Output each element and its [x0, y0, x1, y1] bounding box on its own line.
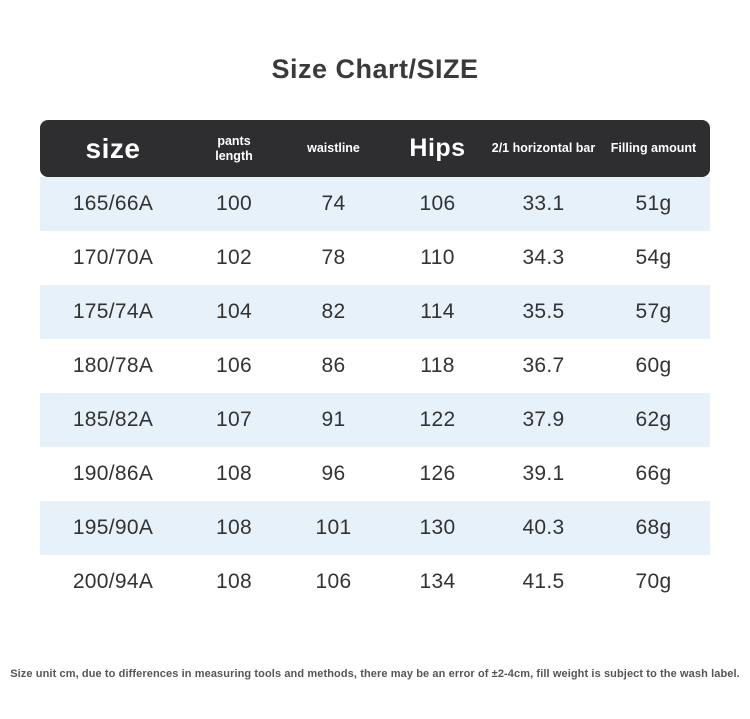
hips-cell: 118: [420, 354, 455, 377]
column-header-pants-length-label: pants length: [215, 133, 253, 163]
hips-cell: 106: [419, 192, 456, 215]
horizontal-bar-cell: 41.5: [522, 570, 565, 593]
hips-cell: 114: [420, 300, 455, 323]
column-header-pants-length: pants length: [186, 134, 282, 164]
table-row: 165/66A 100 74 106 33.1 51g: [40, 177, 710, 231]
column-header-waistline: waistline: [307, 141, 360, 155]
pants-length-cell: 106: [216, 354, 252, 377]
filling-amount-cell: 62g: [635, 408, 672, 431]
pants-length-cell: 107: [216, 408, 252, 431]
filling-amount-cell: 51g: [635, 192, 672, 215]
filling-amount-cell: 57g: [635, 300, 672, 323]
size-cell: 195/90A: [72, 516, 154, 539]
size-cell: 175/74A: [72, 300, 154, 323]
waistline-cell: 78: [321, 246, 346, 269]
size-cell: 170/70A: [72, 246, 154, 269]
table-row: 180/78A 106 86 118 36.7 60g: [40, 339, 710, 393]
table-row: 185/82A 107 91 122 37.9 62g: [40, 393, 710, 447]
waistline-cell: 101: [315, 516, 352, 539]
table-row: 195/90A 108 101 130 40.3 68g: [40, 501, 710, 555]
pants-length-cell: 102: [216, 246, 252, 269]
horizontal-bar-cell: 34.3: [522, 246, 565, 269]
filling-amount-cell: 68g: [635, 516, 672, 539]
page-title: Size Chart/SIZE: [271, 54, 479, 84]
horizontal-bar-cell: 39.1: [522, 462, 565, 485]
table-header-row: size pants length waistline Hips 2/1 hor…: [40, 120, 710, 177]
hips-cell: 126: [419, 462, 456, 485]
hips-cell: 110: [420, 246, 455, 269]
pants-length-cell: 108: [216, 516, 252, 539]
table-row: 190/86A 108 96 126 39.1 66g: [40, 447, 710, 501]
filling-amount-cell: 70g: [635, 570, 672, 593]
column-header-hips: Hips: [409, 134, 466, 162]
horizontal-bar-cell: 35.5: [522, 300, 565, 323]
filling-amount-cell: 60g: [635, 354, 672, 377]
waistline-cell: 91: [321, 408, 346, 431]
pants-length-cell: 100: [216, 192, 252, 215]
horizontal-bar-cell: 37.9: [522, 408, 565, 431]
hips-cell: 122: [419, 408, 456, 431]
hips-cell: 130: [419, 516, 456, 539]
size-cell: 180/78A: [72, 354, 154, 377]
size-table: size pants length waistline Hips 2/1 hor…: [40, 120, 710, 609]
column-header-size: size: [85, 132, 141, 164]
pants-length-cell: 108: [216, 462, 252, 485]
waistline-cell: 74: [321, 192, 346, 215]
table-row: 170/70A 102 78 110 34.3 54g: [40, 231, 710, 285]
hips-cell: 134: [419, 570, 456, 593]
column-header-filling-amount: Filling amount: [610, 141, 697, 155]
waistline-cell: 96: [321, 462, 346, 485]
waistline-cell: 86: [321, 354, 346, 377]
column-header-horizontal-bar: 2/1 horizontal bar: [491, 141, 596, 155]
pants-length-cell: 104: [216, 300, 252, 323]
waistline-cell: 106: [315, 570, 352, 593]
size-cell: 165/66A: [72, 192, 154, 215]
pants-length-cell: 108: [216, 570, 252, 593]
footnote: Size unit cm, due to differences in meas…: [10, 668, 740, 680]
size-cell: 200/94A: [72, 570, 154, 593]
horizontal-bar-cell: 33.1: [522, 192, 565, 215]
waistline-cell: 82: [321, 300, 346, 323]
table-row: 200/94A 108 106 134 41.5 70g: [40, 555, 710, 609]
filling-amount-cell: 66g: [635, 462, 672, 485]
horizontal-bar-cell: 40.3: [522, 516, 565, 539]
size-cell: 185/82A: [72, 408, 154, 431]
filling-amount-cell: 54g: [635, 246, 672, 269]
table-row: 175/74A 104 82 114 35.5 57g: [40, 285, 710, 339]
size-cell: 190/86A: [72, 462, 154, 485]
horizontal-bar-cell: 36.7: [522, 354, 565, 377]
